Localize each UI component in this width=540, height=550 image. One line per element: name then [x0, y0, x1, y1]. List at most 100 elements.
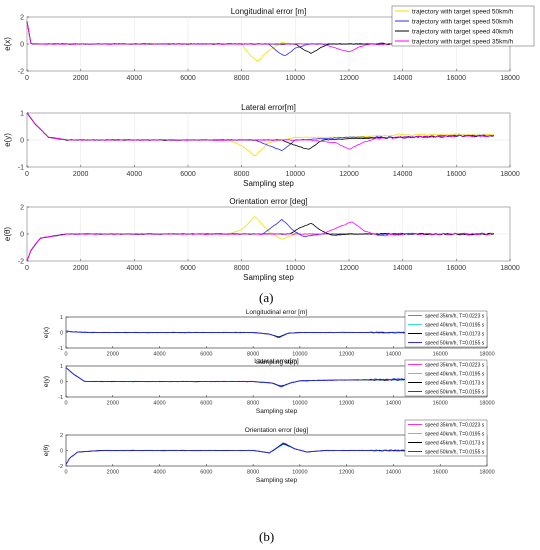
x-tick-label: 0: [64, 470, 67, 476]
legend-box: [404, 419, 488, 457]
y-tick-label: -2: [58, 464, 63, 470]
x-axis-label: Sampling step: [256, 408, 298, 415]
panel-label-a: (a): [259, 290, 274, 305]
x-tick-label: 2000: [107, 470, 119, 476]
y-axis-label: e(x): [3, 37, 12, 51]
legend-label: trajectory with target speed 40km/h: [412, 28, 514, 35]
legend-label: speed 50km/h, T=0.0155 s: [425, 449, 485, 455]
chart-title: Longitudinal error [m]: [231, 7, 307, 16]
legend-label: speed 45km/h, T=0.0173 s: [425, 440, 485, 446]
y-axis-label: e(θ): [3, 227, 12, 242]
legend-label: speed 50km/h, T=0.0155 s: [425, 340, 485, 346]
y-tick-label: 2: [20, 14, 24, 21]
legend-label: speed 50km/h, T=0.0155 s: [425, 389, 485, 395]
x-tick-label: 8000: [247, 401, 259, 407]
x-tick-label: 16000: [433, 470, 448, 476]
x-tick-label: 4000: [153, 401, 165, 407]
legend-label: trajectory with target speed 50km/h: [412, 18, 514, 25]
x-tick-label: 18000: [500, 75, 520, 82]
x-tick-label: 0: [64, 401, 67, 407]
x-tick-label: 12000: [339, 75, 359, 82]
x-tick-label: 8000: [247, 470, 259, 476]
x-tick-label: 0: [25, 265, 29, 272]
x-tick-label: 2000: [73, 171, 89, 178]
legend-box: [404, 359, 488, 397]
chart-title: Lateral error[m]: [241, 103, 296, 112]
x-tick-label: 14000: [393, 265, 413, 272]
y-axis-label: e(θ): [43, 445, 50, 457]
legend-label: speed 45km/h, T=0.0173 s: [425, 380, 485, 386]
x-tick-label: 14000: [386, 470, 401, 476]
y-tick-label: 1: [60, 315, 63, 321]
x-tick-label: 16000: [447, 75, 467, 82]
y-tick-label: -1: [18, 164, 24, 171]
x-tick-label: 0: [64, 352, 67, 358]
x-axis-label: Sampling step: [256, 359, 298, 366]
y-axis-label: e(y): [3, 133, 12, 147]
x-tick-label: 10000: [286, 75, 306, 82]
x-tick-label: 6000: [200, 352, 212, 358]
x-tick-label: 10000: [292, 352, 307, 358]
legend-label: speed 40km/h, T=0.0195 s: [425, 322, 485, 328]
x-tick-label: 6000: [200, 470, 212, 476]
x-tick-label: 16000: [447, 265, 467, 272]
y-tick-label: -1: [58, 395, 63, 401]
x-tick-label: 8000: [234, 75, 250, 82]
y-axis-label: e(x): [43, 327, 50, 338]
legend-label: speed 35km/h, T=0.0223 s: [425, 422, 485, 428]
x-tick-label: 12000: [339, 171, 359, 178]
chart-title: Orientation error [deg]: [229, 197, 307, 206]
x-tick-label: 10000: [286, 171, 306, 178]
x-tick-label: 0: [25, 171, 29, 178]
x-tick-label: 18000: [500, 265, 520, 272]
x-axis-label: Sampling step: [243, 179, 294, 188]
legend-label: speed 40km/h, T=0.0195 s: [425, 371, 485, 377]
x-tick-label: 16000: [447, 171, 467, 178]
chart-title: Orientation error [deg]: [245, 427, 309, 434]
y-tick-label: -2: [18, 258, 24, 265]
x-tick-label: 8000: [234, 265, 250, 272]
y-axis-label: e(y): [43, 376, 50, 387]
y-tick-label: 0: [20, 41, 24, 48]
x-tick-label: 10000: [292, 470, 307, 476]
x-tick-label: 6000: [180, 171, 196, 178]
x-tick-label: 2000: [107, 352, 119, 358]
panel-label-b: (b): [259, 529, 275, 544]
x-tick-label: 0: [25, 75, 29, 82]
x-tick-label: 14000: [393, 171, 413, 178]
x-axis-label: Sampling step: [256, 477, 298, 484]
legend-box: [404, 310, 488, 348]
legend-label: trajectory with target speed 50km/h: [412, 8, 514, 15]
y-tick-label: 0: [60, 448, 63, 454]
chart-title: Lateral error[m]: [254, 358, 299, 365]
x-tick-label: 4000: [153, 352, 165, 358]
x-tick-label: 10000: [286, 265, 306, 272]
x-tick-label: 12000: [339, 401, 354, 407]
x-tick-label: 14000: [393, 75, 413, 82]
x-tick-label: 14000: [386, 352, 401, 358]
legend-label: trajectory with target speed 35km/h: [412, 38, 514, 45]
y-tick-label: -2: [18, 68, 24, 75]
x-tick-label: 6000: [180, 265, 196, 272]
x-tick-label: 16000: [433, 401, 448, 407]
legend-label: speed 40km/h, T=0.0195 s: [425, 431, 485, 437]
x-tick-label: 6000: [200, 401, 212, 407]
x-tick-label: 4000: [127, 265, 143, 272]
x-tick-label: 18000: [479, 352, 494, 358]
x-tick-label: 16000: [433, 352, 448, 358]
x-tick-label: 8000: [234, 171, 250, 178]
x-tick-label: 18000: [500, 171, 520, 178]
legend-box: [391, 5, 535, 47]
x-tick-label: 4000: [127, 171, 143, 178]
series-line: [26, 221, 495, 262]
x-tick-label: 18000: [479, 401, 494, 407]
x-tick-label: 10000: [292, 401, 307, 407]
series-line: [26, 112, 495, 150]
x-axis-label: Sampling step: [243, 273, 294, 282]
y-tick-label: 0: [20, 231, 24, 238]
y-tick-label: 1: [20, 110, 24, 117]
x-tick-label: 12000: [339, 265, 359, 272]
legend-label: speed 35km/h, T=0.0223 s: [425, 362, 485, 368]
x-tick-label: 12000: [339, 470, 354, 476]
